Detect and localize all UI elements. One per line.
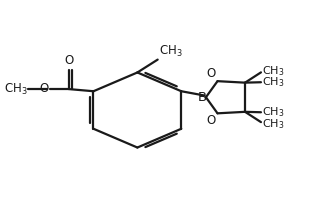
Text: CH$_3$: CH$_3$ <box>262 64 284 78</box>
Text: O: O <box>206 114 215 127</box>
Text: CH$_3$: CH$_3$ <box>262 75 284 89</box>
Text: CH$_3$: CH$_3$ <box>4 82 27 97</box>
Text: B: B <box>198 91 207 104</box>
Text: O: O <box>40 82 49 95</box>
Text: O: O <box>65 54 74 67</box>
Text: O: O <box>206 67 215 80</box>
Text: CH$_3$: CH$_3$ <box>262 105 284 119</box>
Text: CH$_3$: CH$_3$ <box>159 44 183 59</box>
Text: CH$_3$: CH$_3$ <box>262 117 284 130</box>
